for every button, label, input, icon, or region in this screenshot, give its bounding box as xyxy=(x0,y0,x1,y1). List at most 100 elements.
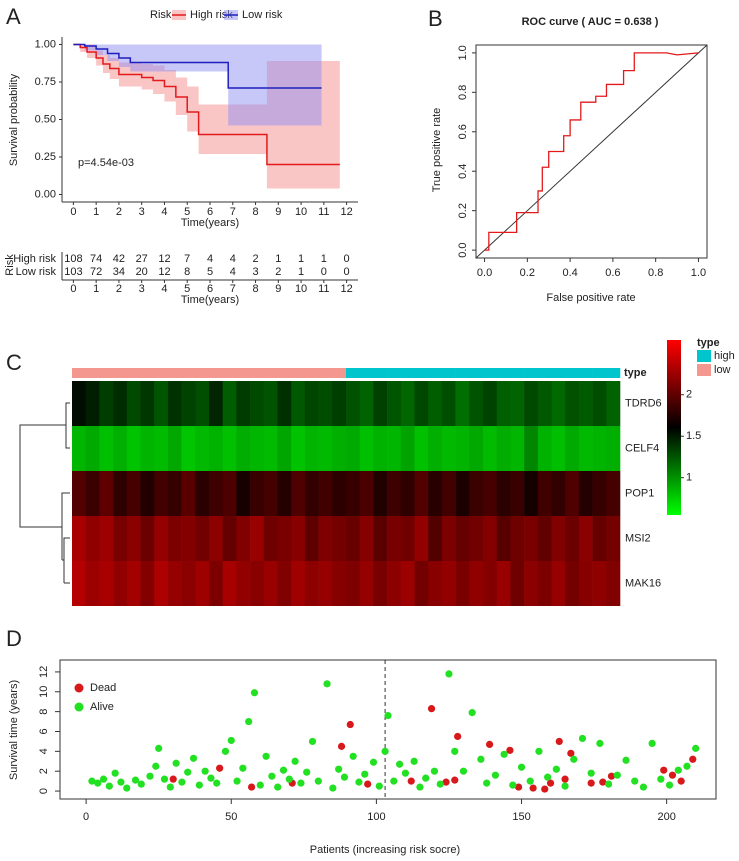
x-tick-label: 4 xyxy=(161,283,167,295)
heatmap-cell xyxy=(551,471,566,516)
x-tick-label: 0.4 xyxy=(562,267,577,279)
x-tick-label: 3 xyxy=(139,206,145,218)
risk-count: 108 xyxy=(64,253,82,265)
point xyxy=(509,781,517,789)
y-tick-label: 0.0 xyxy=(457,242,469,257)
point xyxy=(155,744,163,752)
x-tick-label: 11 xyxy=(318,283,329,295)
heatmap-cell xyxy=(236,381,251,426)
heatmap-cell xyxy=(469,381,484,426)
heatmap-cell xyxy=(72,471,86,516)
heatmap-cell xyxy=(510,471,525,516)
y-tick-label: 0.2 xyxy=(457,203,469,218)
x-tick-label: 7 xyxy=(230,206,236,218)
heatmap-cell xyxy=(140,426,155,471)
point xyxy=(216,764,224,772)
heatmap-cell xyxy=(140,516,155,561)
heatmap-cell xyxy=(318,516,333,561)
heatmap-cell xyxy=(291,426,306,471)
heatmap-cell xyxy=(209,426,223,471)
heatmap-cell xyxy=(181,471,196,516)
annotation-cell xyxy=(263,368,278,378)
point xyxy=(468,709,476,717)
annotation-cell xyxy=(606,368,621,378)
heatmap-cell xyxy=(592,561,607,606)
survival-curve xyxy=(73,43,340,166)
risk-count: 3 xyxy=(252,266,258,278)
point xyxy=(692,744,700,752)
risk-count: 1 xyxy=(321,253,327,265)
dendrogram xyxy=(19,402,70,584)
row-label: High risk xyxy=(13,253,56,265)
y-axis-label: Survival probability xyxy=(8,73,20,166)
heatmap-cell xyxy=(154,471,169,516)
annotation-cell xyxy=(332,368,347,378)
heatmap-cell xyxy=(469,471,484,516)
heatmap-cell xyxy=(537,516,552,561)
x-axis-label: Time(years) xyxy=(181,217,239,229)
x-tick-label: 6 xyxy=(207,206,213,218)
panel-label: B xyxy=(428,6,443,31)
annotation-cell xyxy=(414,368,429,378)
heatmap-cell xyxy=(496,426,511,471)
heatmap-cell xyxy=(606,516,621,561)
risk-count: 20 xyxy=(136,266,148,278)
heatmap-cell xyxy=(277,516,292,561)
point xyxy=(184,768,192,776)
heatmap-cell xyxy=(195,561,210,606)
point xyxy=(201,767,209,775)
heatmap-cell xyxy=(304,516,319,561)
point xyxy=(483,779,491,787)
heatmap-cell xyxy=(537,426,552,471)
heatmap-cell xyxy=(167,561,182,606)
heatmap-cell xyxy=(263,471,278,516)
heatmap-cell xyxy=(222,516,237,561)
y-tick-label: 10 xyxy=(38,686,50,698)
heatmap-cell xyxy=(578,381,593,426)
legend-marker xyxy=(74,702,84,712)
x-tick-label: 0.2 xyxy=(520,267,535,279)
point xyxy=(88,777,96,785)
y-axis-label: Survival time (years) xyxy=(8,680,20,780)
point xyxy=(233,777,241,785)
heatmap-cell xyxy=(510,516,525,561)
x-tick-label: 5 xyxy=(184,206,190,218)
point xyxy=(146,772,154,780)
point xyxy=(274,783,282,791)
y-axis-label: Risk xyxy=(4,254,16,276)
heatmap-cell xyxy=(578,516,593,561)
heatmap-cell xyxy=(537,381,552,426)
point xyxy=(567,749,575,757)
point xyxy=(329,784,337,792)
point xyxy=(677,777,685,785)
y-tick-label: 6 xyxy=(38,728,50,734)
x-tick-label: 100 xyxy=(367,811,385,823)
annotation-cell xyxy=(318,368,333,378)
heatmap-cell xyxy=(400,516,415,561)
heatmap-cell xyxy=(359,471,374,516)
annotation-cell xyxy=(592,368,607,378)
point xyxy=(477,755,485,763)
heatmap-cell xyxy=(72,426,86,471)
annotation-cell xyxy=(154,368,169,378)
heatmap-cell xyxy=(387,561,402,606)
y-tick-label: 8 xyxy=(38,709,50,715)
heatmap-cell xyxy=(496,516,511,561)
heatmap-cell xyxy=(400,471,415,516)
heatmap-cell xyxy=(373,516,388,561)
annotation-cell xyxy=(209,368,223,378)
point xyxy=(364,780,372,788)
heatmap-cell xyxy=(441,471,456,516)
y-tick-label: 0 xyxy=(38,788,50,794)
risk-count: 0 xyxy=(344,253,350,265)
point xyxy=(605,780,613,788)
heatmap-cell xyxy=(126,381,141,426)
x-tick-label: 11 xyxy=(318,206,329,218)
roc-curve xyxy=(484,52,699,251)
legend-marker xyxy=(74,683,84,693)
point xyxy=(410,757,418,765)
legend-label: high xyxy=(714,350,735,362)
point xyxy=(436,780,444,788)
annotation-cell xyxy=(304,368,319,378)
heatmap-cell xyxy=(113,516,128,561)
